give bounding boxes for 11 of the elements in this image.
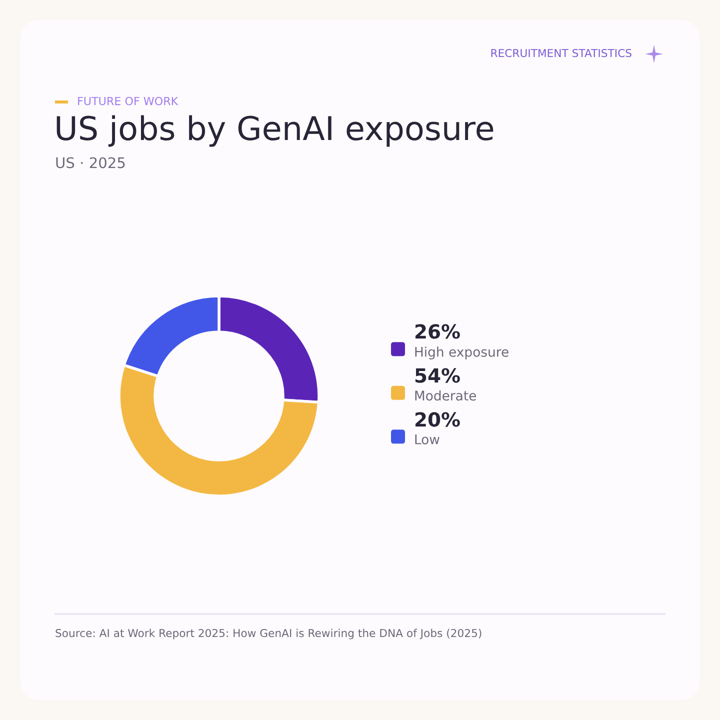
text: RECRUITMENT STATISTICS (491, 48, 632, 58)
source-note: Source: AI at Work Report 2025: How GenAI is Rewiring the DNA of Jobs (2025) (56, 628, 482, 640)
legend-label: Moderate (415, 390, 476, 401)
legend-label: High exposure (415, 346, 508, 360)
data-label: 54% (415, 368, 460, 383)
chart-subtitle: US · 2025 (56, 157, 125, 168)
legend-label: Low (415, 434, 440, 444)
data-label: 26% (416, 324, 460, 339)
text: FUTURE OF WORK (78, 96, 178, 106)
data-label: 20% (416, 412, 460, 427)
chart-title: US jobs by GenAI exposure (56, 115, 494, 147)
